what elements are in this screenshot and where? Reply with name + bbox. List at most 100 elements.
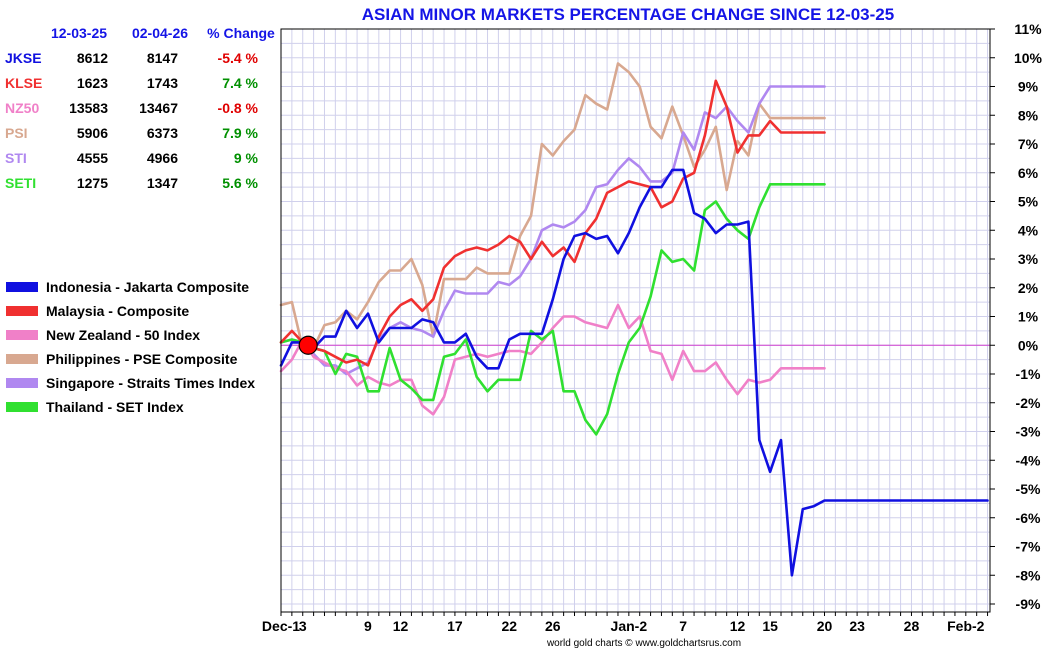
y-tick-label: -7% [1016, 539, 1041, 555]
table-end-value: 8147 [147, 50, 178, 66]
x-tick-label: 22 [501, 618, 517, 634]
y-tick-label: 7% [1018, 136, 1039, 152]
legend-swatch [6, 306, 38, 316]
series-line-indonesia-jakarta-composite [279, 168, 989, 577]
table-symbol: KLSE [5, 75, 42, 91]
x-tick-label: 12 [730, 618, 746, 634]
legend-item: Philippines - PSE Composite [6, 351, 238, 367]
table-row: SETI 1275 1347 5.6 % [5, 175, 259, 191]
table-start-value: 1275 [77, 175, 108, 191]
table-end-value: 4966 [147, 150, 178, 166]
plot-area [279, 28, 991, 613]
table-change-value: -0.8 % [218, 100, 259, 116]
table-row: JKSE 8612 8147 -5.4 % [5, 50, 259, 66]
legend-label: Indonesia - Jakarta Composite [46, 279, 249, 295]
table-row: NZ50 13583 13467 -0.8 % [5, 100, 259, 116]
x-axis: Dec-13 9 12 17 22 26 Jan-2 7 12 15 20 23 28 Feb-2 [262, 612, 989, 634]
x-tick-label: Feb-2 [947, 618, 985, 634]
credit-text: world gold charts © www.goldchartsrus.co… [546, 638, 741, 649]
x-tick-label: 17 [447, 618, 463, 634]
legend-label: Thailand - SET Index [46, 399, 184, 415]
legend-swatch [6, 354, 38, 364]
table-change-value: 7.9 % [222, 125, 258, 141]
x-tick-label: 26 [545, 618, 561, 634]
table-symbol: JKSE [5, 50, 42, 66]
series-line-philippines-pse-composite [279, 62, 826, 350]
table-change-value: -5.4 % [218, 50, 259, 66]
y-tick-label: -3% [1016, 424, 1041, 440]
y-tick-label: -4% [1016, 452, 1041, 468]
y-tick-label: -5% [1016, 481, 1041, 497]
legend-label: New Zealand - 50 Index [46, 327, 200, 343]
legend-label: Philippines - PSE Composite [46, 351, 238, 367]
table-header-start: 12-03-25 [51, 25, 107, 41]
y-tick-label: -6% [1016, 510, 1041, 526]
series-lines [279, 62, 989, 577]
table-change-value: 9 % [234, 150, 259, 166]
table-row: PSI 5906 6373 7.9 % [5, 125, 259, 141]
legend-swatch [6, 378, 38, 388]
x-tick-label: 3 [299, 618, 307, 634]
table-row: STI 4555 4966 9 % [5, 150, 259, 166]
x-tick-label: 9 [364, 618, 372, 634]
y-tick-label: 1% [1018, 309, 1039, 325]
table-start-value: 4555 [77, 150, 108, 166]
y-tick-label: 11% [1014, 21, 1042, 37]
y-tick-label: 10% [1014, 50, 1043, 66]
legend-swatch [6, 402, 38, 412]
summary-table: 12-03-25 02-04-26 % Change JKSE 8612 8147 -… [5, 25, 275, 191]
x-tick-label: 28 [904, 618, 920, 634]
table-start-value: 13583 [69, 100, 108, 116]
series-line-new-zealand-50-index [279, 303, 826, 416]
table-start-value: 8612 [77, 50, 108, 66]
table-change-value: 7.4 % [222, 75, 258, 91]
series-line-thailand-set-index [279, 183, 826, 436]
y-tick-label: 8% [1018, 107, 1039, 123]
y-tick-label: 3% [1018, 251, 1039, 267]
y-tick-label: -8% [1016, 567, 1041, 583]
y-tick-label: -1% [1016, 366, 1041, 382]
y-axis: 11% 10% 9% 8% 7% 6% 5% 4% 3% 2% 1% 0% -1% -2% -3% -4% -5… [990, 21, 1043, 612]
y-tick-label: 4% [1018, 222, 1039, 238]
x-tick-label: 23 [849, 618, 865, 634]
x-tick-label: 15 [762, 618, 778, 634]
vertical-gridlines [280, 29, 989, 612]
legend-label: Malaysia - Composite [46, 303, 189, 319]
x-tick-label: Jan-2 [611, 618, 648, 634]
y-tick-label: 6% [1018, 165, 1039, 181]
table-symbol: SETI [5, 175, 36, 191]
y-tick-label: -2% [1016, 395, 1041, 411]
legend-label: Singapore - Straits Times Index [46, 375, 255, 391]
x-tick-label: Dec-1 [262, 618, 300, 634]
table-header-end: 02-04-26 [132, 25, 188, 41]
y-tick-label: 0% [1018, 337, 1039, 353]
x-tick-label: 7 [679, 618, 687, 634]
table-end-value: 1743 [147, 75, 178, 91]
legend-item: Singapore - Straits Times Index [6, 375, 255, 391]
series-line-malaysia-composite [279, 79, 826, 367]
table-end-value: 13467 [139, 100, 178, 116]
table-rows: JKSE 8612 8147 -5.4 % KLSE 1623 1743 7.4 % NZ50 1… [5, 50, 259, 191]
legend-item: New Zealand - 50 Index [6, 327, 200, 343]
legend-item: Malaysia - Composite [6, 303, 189, 319]
table-symbol: STI [5, 150, 27, 166]
table-start-value: 5906 [77, 125, 108, 141]
table-end-value: 1347 [147, 175, 178, 191]
y-tick-label: 9% [1018, 79, 1039, 95]
baseline-marker [298, 335, 318, 355]
legend-swatch [6, 330, 38, 340]
legend-item: Indonesia - Jakarta Composite [6, 279, 249, 295]
table-start-value: 1623 [77, 75, 108, 91]
legend: Indonesia - Jakarta Composite Malaysia - … [6, 279, 255, 415]
table-symbol: NZ50 [5, 100, 39, 116]
y-tick-label: 5% [1018, 194, 1039, 210]
table-end-value: 6373 [147, 125, 178, 141]
x-tick-label: 20 [817, 618, 833, 634]
table-symbol: PSI [5, 125, 28, 141]
x-tick-label: 12 [393, 618, 409, 634]
y-tick-label: -9% [1016, 596, 1041, 612]
table-header-change: % Change [207, 25, 275, 41]
plot-frame [280, 28, 991, 613]
legend-item: Thailand - SET Index [6, 399, 184, 415]
